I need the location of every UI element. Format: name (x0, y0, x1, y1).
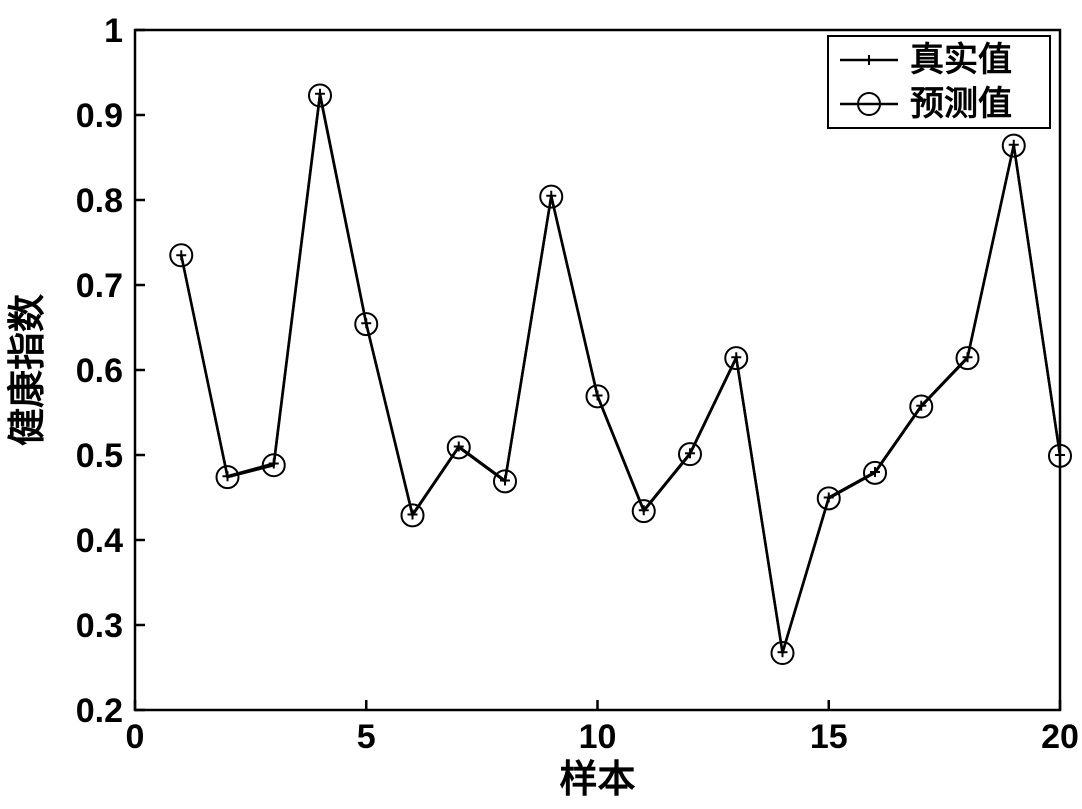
y-tick-label: 0.8 (76, 182, 123, 220)
y-tick-label: 0.7 (76, 267, 123, 305)
y-tick-label: 0.6 (76, 352, 123, 390)
line-chart: 0 5 10 15 20 0.2 0.3 0.4 0.5 0.6 0.7 0.8 0.9 1 样本 健康指数 真… (0, 0, 1082, 809)
x-tick-label: 10 (579, 718, 617, 756)
y-tick-label: 0.3 (76, 607, 123, 645)
x-tick-label: 20 (1041, 718, 1079, 756)
legend-label: 预测值 (910, 85, 1012, 123)
x-axis-title: 样本 (559, 759, 635, 801)
plot-box (135, 30, 1060, 710)
y-tick-label: 0.2 (76, 692, 123, 730)
y-axis-title: 健康指数 (6, 294, 49, 446)
x-tick-label: 5 (357, 718, 376, 756)
chart-container: 0 5 10 15 20 0.2 0.3 0.4 0.5 0.6 0.7 0.8 0.9 1 样本 健康指数 真… (0, 0, 1082, 809)
series-line-0 (181, 94, 1060, 652)
legend-label: 真实值 (910, 41, 1012, 79)
x-tick-label: 15 (810, 718, 848, 756)
y-tick-label: 0.4 (76, 522, 123, 560)
y-tick-label: 1 (104, 12, 123, 50)
y-tick-label: 0.9 (76, 97, 123, 135)
x-tick-label: 0 (126, 718, 145, 756)
series-line-1 (181, 95, 1060, 653)
y-tick-label: 0.5 (76, 437, 123, 475)
